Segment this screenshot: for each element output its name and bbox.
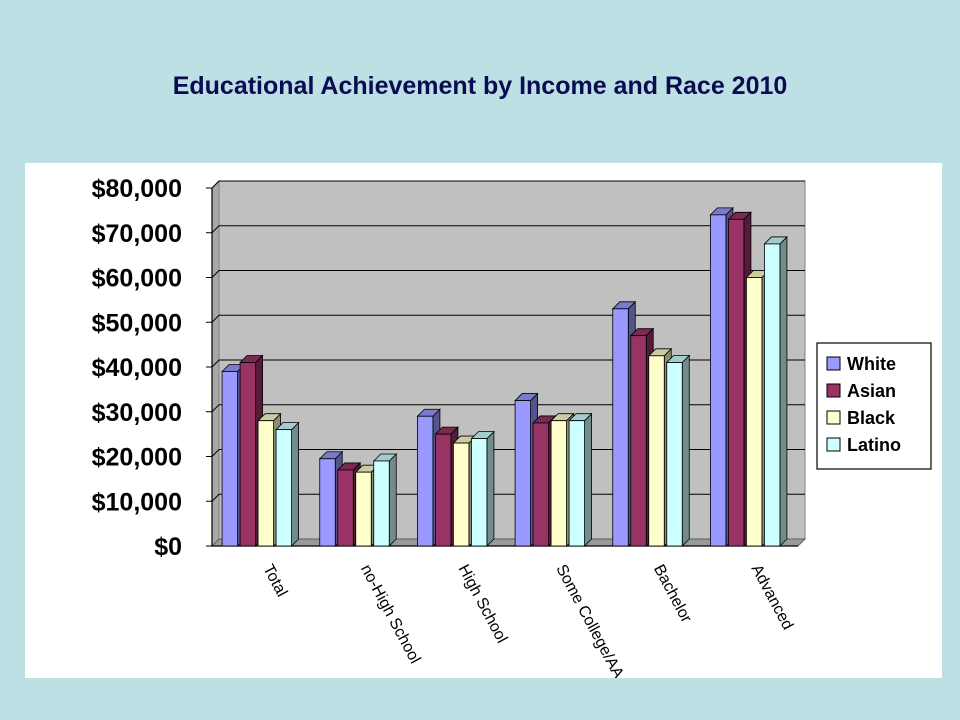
legend-swatch xyxy=(826,356,841,371)
legend-swatch xyxy=(826,383,841,398)
plot-area xyxy=(210,179,807,548)
bar-front xyxy=(337,469,354,547)
bar-front xyxy=(221,371,238,547)
bar-front xyxy=(710,214,727,547)
bar-front xyxy=(550,420,567,547)
bar-front xyxy=(275,429,292,547)
x-tick-label: Advanced xyxy=(748,562,796,633)
bar-front xyxy=(319,458,336,547)
bar-front xyxy=(648,355,665,547)
bar-side xyxy=(681,354,690,547)
y-tick-label: $30,000 xyxy=(92,399,182,427)
bar-front xyxy=(453,442,470,547)
bar-front xyxy=(630,335,647,547)
y-tick-label: $10,000 xyxy=(92,488,182,516)
bar-front xyxy=(764,243,781,547)
y-tick-label: $80,000 xyxy=(92,175,182,203)
gridline xyxy=(211,359,805,368)
bar-side xyxy=(486,430,495,547)
legend-swatch xyxy=(826,437,841,452)
bar-front xyxy=(728,218,745,547)
bar-side xyxy=(388,453,397,547)
bar-latino xyxy=(763,235,788,547)
y-axis-ticks: $0 $10,000 $20,000 $30,000 $40,000 $50,000 $60… xyxy=(92,175,212,561)
gridline xyxy=(211,314,805,323)
x-tick-label: no-High School xyxy=(357,562,423,667)
bar-side xyxy=(291,421,299,547)
legend-label: Black xyxy=(847,408,896,428)
gridline xyxy=(211,180,805,189)
legend-label: Asian xyxy=(847,381,896,401)
bar-latino xyxy=(372,453,398,547)
legend: White Asian Black Latino xyxy=(816,342,932,470)
gridline xyxy=(211,225,805,234)
legend-label: Latino xyxy=(847,435,901,455)
legend-swatch xyxy=(826,410,841,425)
bar-front xyxy=(257,420,274,547)
y-tick-label: $20,000 xyxy=(92,444,182,472)
y-tick-label: $40,000 xyxy=(92,354,182,382)
x-tick-label: Some College/AA xyxy=(552,562,626,678)
bar-front xyxy=(355,471,372,547)
bar-front xyxy=(666,362,683,547)
bar-latino xyxy=(470,430,495,547)
slide-title: Educational Achievement by Income and Ra… xyxy=(172,72,788,100)
gridline xyxy=(211,493,805,502)
bar-side xyxy=(779,235,788,547)
bar-front xyxy=(435,433,452,547)
bar-front xyxy=(417,415,434,547)
bar-front xyxy=(239,362,256,547)
gridline xyxy=(211,270,805,278)
bar-latino xyxy=(568,412,593,547)
bar-latino xyxy=(275,421,300,547)
bar-front xyxy=(612,308,629,547)
gridline xyxy=(211,404,805,413)
bar-side xyxy=(584,412,592,547)
bar-chart: $0 $10,000 $20,000 $30,000 $40,000 $50,000 $60… xyxy=(92,175,932,678)
y-tick-label: $50,000 xyxy=(92,309,182,337)
x-tick-label: Total xyxy=(259,562,290,600)
x-axis-ticks: Total no-High School High School Some Colle… xyxy=(259,562,796,678)
y-tick-label: $70,000 xyxy=(92,220,182,248)
y-tick-label: $60,000 xyxy=(92,265,182,293)
x-tick-label: High School xyxy=(455,562,511,646)
bar-front xyxy=(532,422,549,547)
bar-front xyxy=(746,277,763,547)
y-tick-label: $0 xyxy=(154,533,182,561)
bar-latino xyxy=(665,354,691,547)
bars xyxy=(221,206,788,547)
legend-label: White xyxy=(847,354,896,374)
bar-front xyxy=(373,460,390,547)
bar-front xyxy=(514,400,531,547)
bar-front xyxy=(471,438,488,547)
x-tick-label: Bachelor xyxy=(650,562,695,626)
gridline xyxy=(211,449,805,457)
chart-panel: $0 $10,000 $20,000 $30,000 $40,000 $50,000 $60… xyxy=(25,163,942,678)
bar-front xyxy=(568,420,585,547)
